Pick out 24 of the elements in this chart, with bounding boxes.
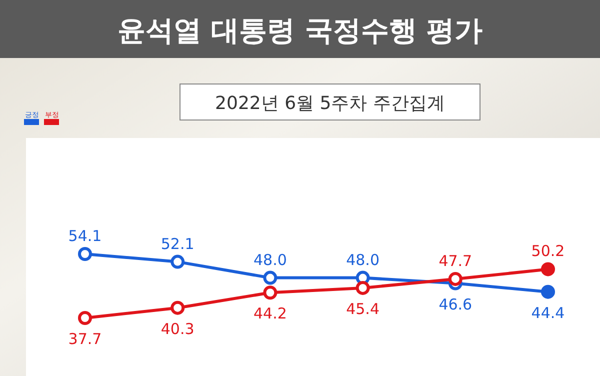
point [448, 272, 462, 286]
data-label: 40.3 [160, 320, 194, 338]
data-label: 37.7 [68, 330, 102, 348]
point [263, 286, 278, 300]
data-label: 44.2 [253, 304, 287, 323]
chart-subtitle: 2022년 6월 5주차 주간집계 [215, 93, 445, 114]
point [263, 270, 278, 285]
data-label: 50.2 [531, 242, 565, 260]
point [78, 247, 92, 261]
data-label: 48.0 [253, 250, 287, 269]
data-label: 48.0 [346, 250, 380, 269]
point [170, 300, 185, 315]
data-label: 45.4 [346, 300, 380, 318]
point [541, 262, 555, 276]
data-label: 54.1 [68, 227, 102, 245]
point [356, 280, 370, 295]
point [541, 284, 555, 299]
data-label: 47.7 [438, 252, 472, 270]
point [78, 311, 92, 325]
data-label: 44.4 [531, 304, 565, 322]
point [170, 254, 185, 269]
chart-title: 윤석열 대통령 국정수행 평가 [117, 14, 483, 47]
data-label: 52.1 [160, 234, 194, 253]
data-label: 46.6 [438, 295, 472, 314]
